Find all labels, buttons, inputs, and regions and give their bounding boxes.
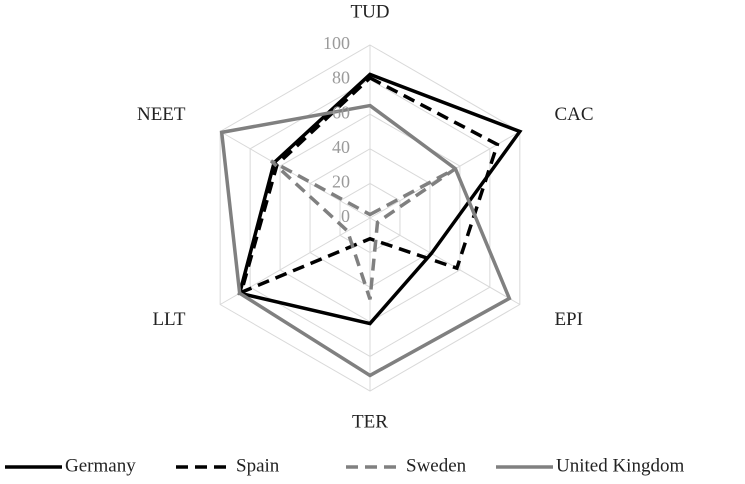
tick-label: 60 xyxy=(332,102,350,122)
category-label: CAC xyxy=(554,104,593,125)
tick-label: 0 xyxy=(341,206,350,226)
tick-label: 80 xyxy=(332,68,350,88)
category-label: TER xyxy=(352,411,388,432)
tick-label: 20 xyxy=(332,172,350,192)
category-label: NEET xyxy=(137,104,186,125)
category-label: TUD xyxy=(350,1,389,22)
series-line xyxy=(219,103,512,378)
category-label: LLT xyxy=(152,309,185,330)
category-label: EPI xyxy=(554,309,583,330)
series-line xyxy=(269,159,457,300)
spoke xyxy=(369,217,521,305)
legend-label: Spain xyxy=(236,455,280,476)
tick-label: 40 xyxy=(332,137,350,157)
legend-label: Germany xyxy=(65,455,136,476)
tick-label: 100 xyxy=(323,33,350,53)
legend-label: Sweden xyxy=(406,455,467,476)
legend-label: United Kingdom xyxy=(556,455,684,476)
spoke xyxy=(219,131,371,219)
